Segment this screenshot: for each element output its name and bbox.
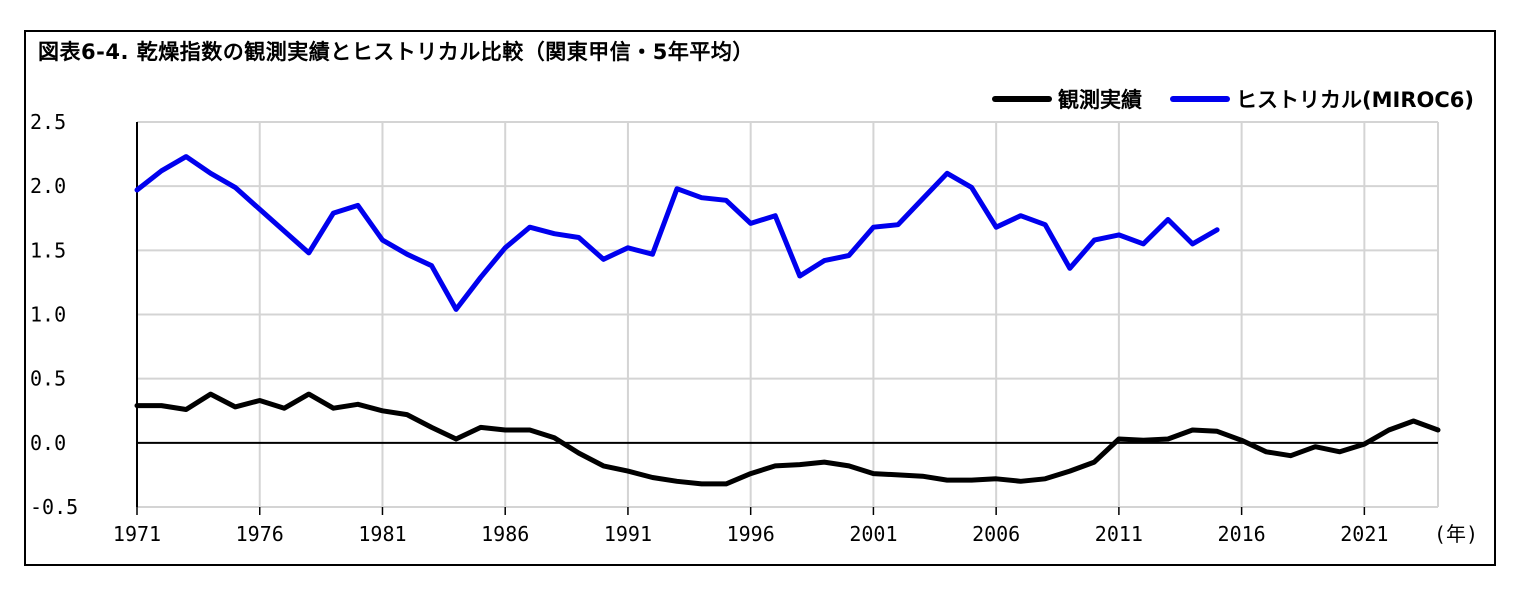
y-tick-label: 2.5 bbox=[30, 110, 66, 134]
x-tick-label: 2011 bbox=[1095, 522, 1143, 546]
x-axis-label: (年) bbox=[1434, 522, 1478, 546]
legend-swatch-observed bbox=[992, 96, 1053, 102]
x-tick-label: 1981 bbox=[358, 522, 406, 546]
x-tick-label: 1991 bbox=[604, 522, 652, 546]
chart-frame: 図表6-4. 乾燥指数の観測実績とヒストリカル比較（関東甲信・5年平均） 観測実… bbox=[24, 30, 1496, 566]
y-tick-label: 1.0 bbox=[30, 303, 66, 327]
y-tick-label: 0.0 bbox=[30, 431, 66, 455]
observed-series-line bbox=[134, 391, 1441, 487]
y-tick-label: -0.5 bbox=[30, 495, 78, 519]
x-tick-label: 2001 bbox=[849, 522, 897, 546]
historical-series-line bbox=[134, 154, 1220, 312]
chart-title: 図表6-4. 乾燥指数の観測実績とヒストリカル比較（関東甲信・5年平均） bbox=[38, 40, 754, 64]
legend: 観測実績 ヒストリカル(MIROC6) bbox=[992, 84, 1474, 114]
x-tick-label: 1971 bbox=[113, 522, 161, 546]
y-tick-label: 2.0 bbox=[30, 174, 66, 198]
x-tick-label: 2006 bbox=[972, 522, 1020, 546]
legend-label-historical: ヒストリカル(MIROC6) bbox=[1236, 88, 1474, 112]
x-tick-label: 1986 bbox=[481, 522, 529, 546]
legend-item-historical: ヒストリカル(MIROC6) bbox=[1170, 84, 1474, 114]
y-tick-label: 1.5 bbox=[30, 238, 66, 262]
x-tick-label: 1976 bbox=[236, 522, 284, 546]
x-tick-label: 2021 bbox=[1340, 522, 1388, 546]
legend-item-observed: 観測実績 bbox=[992, 84, 1142, 114]
x-tick-label: 1996 bbox=[727, 522, 775, 546]
legend-label-observed: 観測実績 bbox=[1058, 88, 1143, 112]
x-tick-label: 2016 bbox=[1218, 522, 1266, 546]
legend-swatch-historical bbox=[1170, 96, 1231, 102]
y-tick-label: 0.5 bbox=[30, 367, 66, 391]
